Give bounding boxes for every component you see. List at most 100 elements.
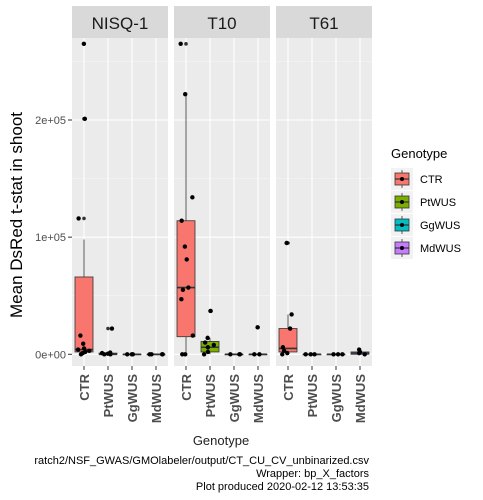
data-point bbox=[208, 308, 213, 314]
points-nisq-1-ptwus bbox=[99, 326, 115, 357]
data-point bbox=[287, 326, 293, 331]
points-t10-ggwus bbox=[228, 352, 243, 357]
data-point bbox=[179, 218, 184, 223]
data-point bbox=[178, 41, 183, 47]
data-point bbox=[228, 352, 233, 357]
legend: Genotype CTR PtWUS GgWUS MdWUS bbox=[391, 146, 461, 259]
legend-item-ggwus: GgWUS bbox=[391, 214, 460, 236]
data-point bbox=[281, 348, 287, 353]
points-t61-ggwus bbox=[331, 352, 345, 357]
data-point bbox=[125, 352, 130, 357]
x-tick-label: GgWUS bbox=[329, 374, 344, 423]
data-point bbox=[108, 352, 113, 357]
data-point bbox=[179, 297, 184, 302]
data-point bbox=[201, 352, 207, 357]
data-point bbox=[129, 352, 135, 357]
data-point bbox=[257, 352, 262, 357]
points-t61-mdwus bbox=[356, 347, 367, 357]
caption: ratch2/NSF_GWAS/GMOlabeler/output/CT_CU_… bbox=[34, 455, 369, 493]
facet-label: T61 bbox=[309, 14, 338, 33]
facet-panel-t10: CTR PtWUS GgWUS MdWUS T10 bbox=[174, 6, 270, 423]
data-point bbox=[312, 352, 317, 357]
data-point bbox=[284, 240, 289, 246]
legend-title: Genotype bbox=[391, 146, 447, 161]
data-point bbox=[186, 285, 191, 290]
data-point bbox=[180, 287, 186, 293]
x-tick-label: PtWUS bbox=[203, 374, 218, 418]
points-t61-ptwus bbox=[303, 352, 317, 357]
legend-label: MdWUS bbox=[420, 243, 461, 255]
points-nisq-1-mdwus bbox=[147, 352, 165, 357]
points-nisq-1-ctr bbox=[75, 41, 92, 357]
legend-item-mdwus: MdWUS bbox=[391, 237, 461, 259]
data-point bbox=[255, 325, 260, 330]
data-point bbox=[182, 244, 188, 249]
facet-label: T10 bbox=[207, 14, 236, 33]
x-tick-label: MdWUS bbox=[353, 374, 368, 423]
x-tick-label: PtWUS bbox=[305, 374, 320, 418]
facet-panel-t61: CTR PtWUS GgWUS MdWUS T61 bbox=[276, 6, 372, 423]
legend-label: CTR bbox=[420, 174, 443, 186]
data-point bbox=[335, 352, 341, 357]
data-point bbox=[340, 352, 345, 357]
x-axis-title: Genotype bbox=[193, 433, 249, 448]
box-t10-ctr bbox=[176, 42, 196, 355]
data-point bbox=[82, 116, 88, 122]
box-outlier bbox=[82, 216, 86, 221]
caption-line-1: ratch2/NSF_GWAS/GMOlabeler/output/CT_CU_… bbox=[34, 455, 369, 467]
x-tick-label: GgWUS bbox=[227, 374, 242, 423]
data-point bbox=[205, 335, 210, 341]
y-axis-title: Mean DsRed t-stat in shoot bbox=[7, 112, 26, 318]
facet-strip bbox=[72, 6, 168, 38]
facet-label: NISQ-1 bbox=[92, 14, 149, 33]
legend-key-point bbox=[400, 177, 404, 181]
data-point bbox=[160, 352, 165, 357]
legend-key-point bbox=[400, 246, 404, 250]
box-outlier bbox=[184, 42, 188, 46]
data-point bbox=[81, 41, 87, 47]
data-point bbox=[81, 341, 86, 346]
data-point bbox=[78, 352, 84, 357]
x-tick-label: GgWUS bbox=[125, 374, 140, 423]
data-point bbox=[205, 345, 211, 350]
points-t61-ctr bbox=[280, 240, 294, 357]
data-point bbox=[109, 326, 115, 331]
x-tick-label: MdWUS bbox=[149, 374, 164, 423]
legend-key-point bbox=[400, 223, 404, 227]
x-tick-label: CTR bbox=[77, 373, 92, 400]
data-point bbox=[76, 216, 81, 221]
facet-strip bbox=[276, 6, 372, 38]
facet-strip bbox=[174, 6, 270, 38]
facet-panels: CTR PtWUS GgWUS MdWUS NISQ-1 CTR PtWUS GgWUS MdW… bbox=[72, 6, 372, 423]
y-tick-label: 2e+05 bbox=[35, 115, 66, 127]
x-tick-label: CTR bbox=[179, 373, 194, 400]
data-point bbox=[202, 340, 208, 345]
y-tick-label: 1e+05 bbox=[35, 232, 66, 244]
data-point bbox=[180, 352, 185, 357]
data-point bbox=[303, 352, 308, 357]
data-point bbox=[211, 342, 217, 348]
data-point bbox=[147, 352, 152, 357]
data-point bbox=[190, 195, 195, 200]
data-point bbox=[205, 349, 211, 355]
x-tick-label: MdWUS bbox=[251, 374, 266, 423]
data-point bbox=[87, 348, 92, 353]
data-point bbox=[183, 92, 188, 97]
legend-item-ctr: CTR bbox=[391, 168, 443, 190]
caption-line-3: Plot produced 2020-02-12 13:53:35 bbox=[196, 481, 369, 493]
data-point bbox=[331, 352, 336, 357]
data-point bbox=[237, 352, 242, 357]
data-point bbox=[78, 333, 83, 338]
points-t10-ptwus bbox=[201, 308, 217, 357]
panel-background bbox=[276, 38, 372, 366]
data-point bbox=[285, 350, 290, 356]
data-point bbox=[252, 352, 257, 357]
box-body bbox=[74, 276, 94, 353]
box-body bbox=[176, 220, 196, 338]
data-point bbox=[102, 352, 107, 357]
legend-key-point bbox=[400, 200, 404, 204]
data-point bbox=[362, 352, 367, 357]
y-tick-label: 0e+00 bbox=[35, 349, 66, 361]
legend-item-ptwus: PtWUS bbox=[391, 191, 456, 213]
